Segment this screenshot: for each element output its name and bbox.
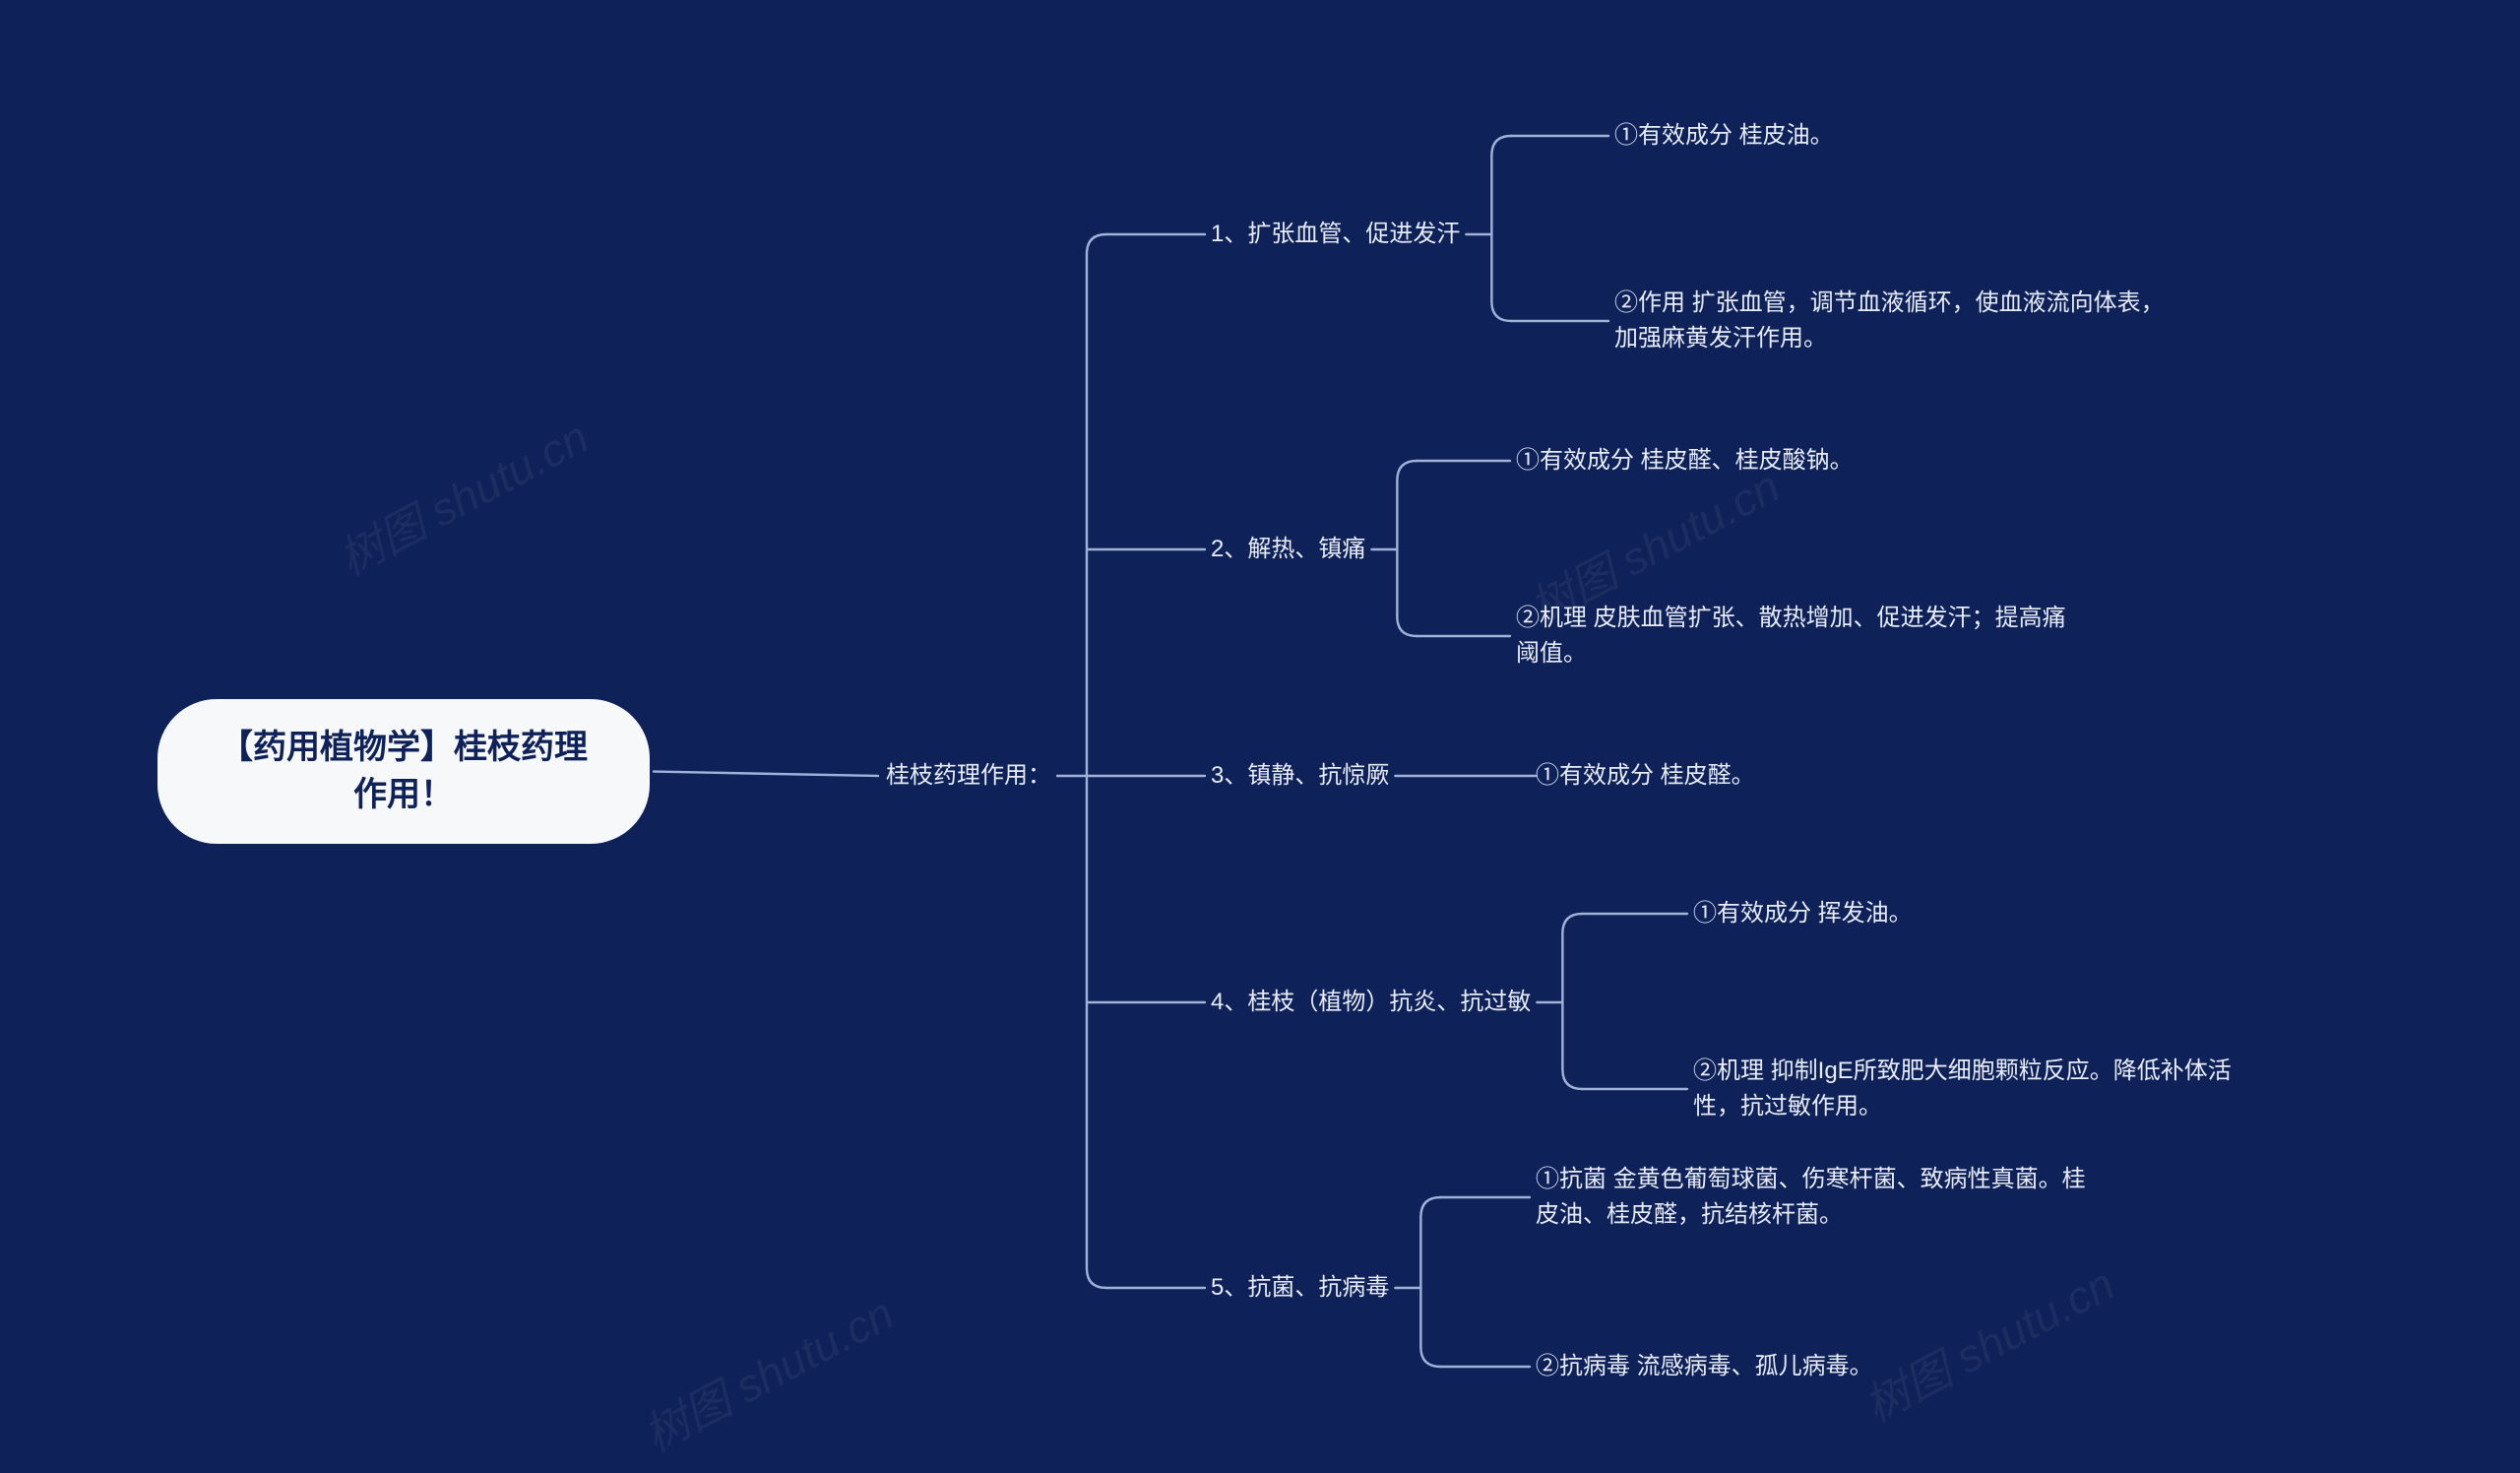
branch-3-child-1: ①有效成分 桂皮醛。 [1536, 758, 1755, 794]
branch-4-child-1: ①有效成分 挥发油。 [1693, 896, 1913, 931]
branch-1-label: 1、扩张血管、促进发汗 [1211, 217, 1460, 252]
watermark: 树图 shutu.cn [326, 402, 598, 588]
branch-4-child-2: ②机理 抑制IgE所致肥大细胞颗粒反应。降低补体活性，抗过敏作用。 [1693, 1054, 2244, 1124]
branch-5-label: 5、抗菌、抗病毒 [1211, 1270, 1389, 1306]
watermark: 树图 shutu.cn [631, 1278, 904, 1464]
root-node: 【药用植物学】桂枝药理 作用！ [158, 699, 650, 844]
watermark: 树图 shutu.cn [1852, 1249, 2124, 1435]
branch-2-label: 2、解热、镇痛 [1211, 532, 1365, 567]
branch-2-child-2: ②机理 皮肤血管扩张、散热增加、促进发汗；提高痛阈值。 [1516, 601, 2067, 672]
branch-1-child-2: ②作用 扩张血管，调节血液循环，使血液流向体表，加强麻黄发汗作用。 [1614, 286, 2166, 356]
branch-1-child-1: ①有效成分 桂皮油。 [1614, 118, 1834, 154]
branch-5-child-2: ②抗病毒 流感病毒、孤儿病毒。 [1536, 1349, 1873, 1384]
branch-5-child-1: ①抗菌 金黄色葡萄球菌、伤寒杆菌、致病性真菌。桂皮油、桂皮醛，抗结核杆菌。 [1536, 1162, 2087, 1233]
branch-4-label: 4、桂枝（植物）抗炎、抗过敏 [1211, 985, 1531, 1020]
branch-2-child-1: ①有效成分 桂皮醛、桂皮酸钠。 [1516, 443, 1854, 479]
branch-3-label: 3、镇静、抗惊厥 [1211, 758, 1389, 794]
level1-node: 桂枝药理作用： [886, 758, 1051, 794]
